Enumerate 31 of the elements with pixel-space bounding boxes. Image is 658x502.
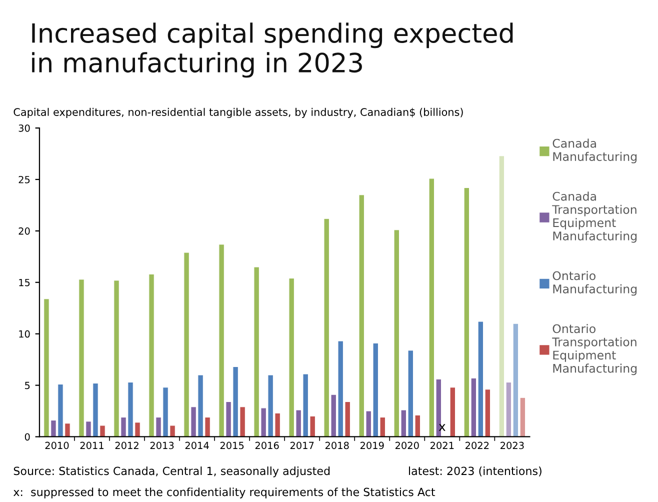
x-tick-label: 2016 xyxy=(255,442,279,450)
legend-label: Ontario Transportation Equipment Manufacturing xyxy=(552,324,637,376)
x-tick-label: 2022 xyxy=(466,442,489,450)
y-tick-label: 30 xyxy=(18,124,30,132)
legend-label: Ontario Manufacturing xyxy=(552,271,637,296)
x-tick-label: 2011 xyxy=(80,442,104,450)
bar xyxy=(450,387,456,437)
source-note: Source: Statistics Canada, Central 1, seasonally adjusted xyxy=(14,466,330,478)
x-tick-label: 2019 xyxy=(360,442,384,450)
y-tick-label: 25 xyxy=(18,176,30,184)
text: x: suppressed to meet the confidentiality requirements of the Statistics Act xyxy=(13,488,436,498)
y-tick-label: 15 xyxy=(19,278,30,286)
y-tick-label: 5 xyxy=(25,382,30,390)
legend-label: Canada Transportation Equipment Manufacturing xyxy=(552,192,637,243)
y-tick-label: 20 xyxy=(18,227,30,235)
chart-title: Increased capital spending expected in manufacturing in 2023 xyxy=(32,22,513,78)
text: latest: 2023 (intentions) xyxy=(409,466,542,476)
x-tick-label: 2020 xyxy=(395,442,419,450)
y-tick-label: 10 xyxy=(19,330,30,338)
x-tick-label: 2023 xyxy=(500,442,524,450)
x-tick-label: 2013 xyxy=(150,442,174,450)
x-tick-label: 2018 xyxy=(325,442,349,450)
x-tick-label: 2010 xyxy=(45,442,69,450)
chart-subtitle: Capital expenditures, non-residential tangible assets, by industry, Canadian$ (billions) xyxy=(14,108,463,118)
x-tick-label: 2017 xyxy=(290,442,314,450)
x-tick-label: 2021 xyxy=(430,442,454,450)
y-tick-label: 0 xyxy=(24,433,30,441)
x-tick-label: 2014 xyxy=(185,442,209,450)
x-tick-label: 2015 xyxy=(220,442,244,450)
x-tick-label: 2012 xyxy=(115,442,138,450)
legend-label: Canada Manufacturing xyxy=(552,138,637,164)
